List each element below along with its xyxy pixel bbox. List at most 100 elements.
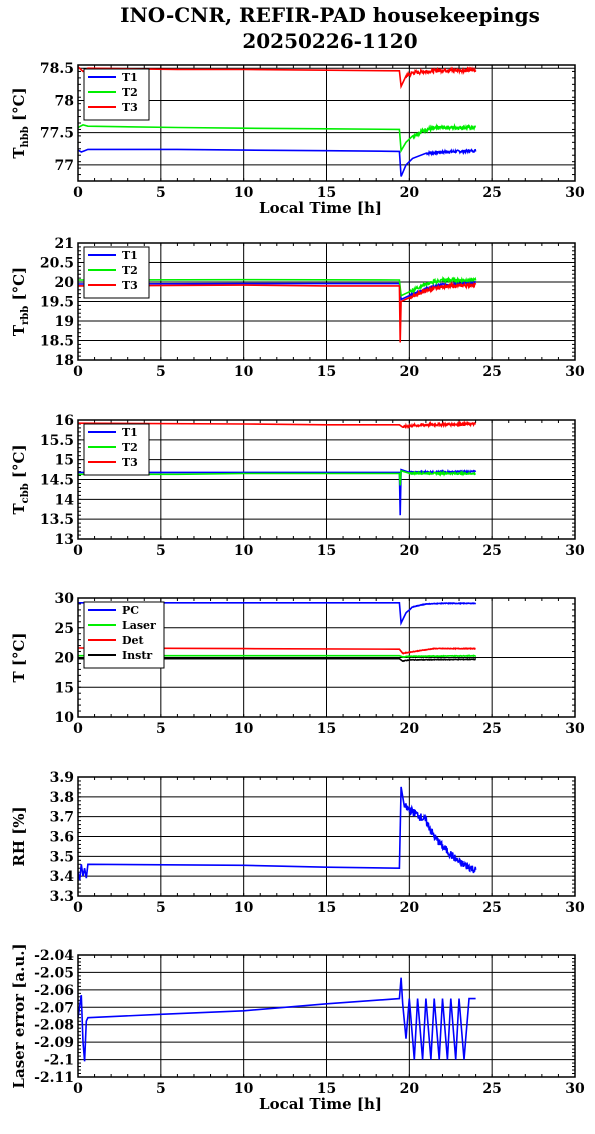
legend-label: T2 <box>122 264 138 277</box>
plot-frame <box>77 597 576 718</box>
x-tick-label: 5 <box>156 1081 166 1097</box>
x-tick-label: 15 <box>317 364 336 380</box>
series-line-t1 <box>78 468 477 516</box>
panel-cbb: 0 5 10 15 20 25 30 13 13.5 14 14.5 15 15.5 16 Tcbb [°C… <box>10 413 585 559</box>
y-tick-label: 18 <box>55 353 74 369</box>
x-tick-label: 0 <box>73 900 83 916</box>
x-tick-label: 30 <box>565 721 585 737</box>
y-axis-label: Laser error [a.u.] <box>10 943 28 1088</box>
x-axis-label: Local Time [h] <box>259 1095 382 1113</box>
chart-title-line1: INO-CNR, REFIR-PAD housekeepings <box>120 3 540 27</box>
y-tick-label: 13.5 <box>40 512 74 528</box>
x-axis-label: Local Time [h] <box>259 199 382 217</box>
y-tick-label: 3.6 <box>50 830 74 846</box>
series-line-t2 <box>78 275 477 297</box>
panel-temps: 0 5 10 15 20 25 30 10 15 20 25 30 T [°C] PC Laser Det In… <box>10 591 585 737</box>
x-tick-label: 5 <box>156 721 166 737</box>
legend-label: T2 <box>122 86 138 99</box>
plot-frame <box>77 776 576 897</box>
legend-label: T3 <box>122 279 138 292</box>
x-tick-label: 5 <box>156 900 166 916</box>
x-tick-label: 0 <box>73 721 83 737</box>
x-tick-label: 10 <box>234 1081 254 1097</box>
series-line-t3 <box>78 281 477 343</box>
y-tick-label: 25 <box>55 621 74 637</box>
y-tick-label: 19.5 <box>40 295 74 311</box>
y-tick-label: 78.5 <box>40 61 74 77</box>
x-tick-label: 15 <box>317 1081 336 1097</box>
x-tick-label: 30 <box>565 185 585 201</box>
x-tick-label: 25 <box>482 185 501 201</box>
legend: T1 T2 T3 <box>83 246 150 299</box>
x-tick-label: 0 <box>73 1081 83 1097</box>
x-tick-label: 0 <box>73 364 83 380</box>
series-line-laser <box>78 654 477 659</box>
x-tick-label: 20 <box>400 364 420 380</box>
legend-label: T1 <box>122 71 138 84</box>
panel-hbb: 0 5 10 15 20 25 30 77 77.5 78 78.5 Local Time [h] Th… <box>10 61 585 217</box>
y-tick-label: 3.9 <box>50 770 74 786</box>
plot-frame <box>77 954 576 1078</box>
panels: 0 5 10 15 20 25 30 77 77.5 78 78.5 Local Time [h] Th… <box>10 61 585 1113</box>
y-tick-label: 15 <box>55 680 74 696</box>
legend-label: T1 <box>122 426 138 439</box>
x-tick-label: 30 <box>565 364 585 380</box>
series-line-t2 <box>78 469 476 486</box>
y-tick-label: -2.09 <box>34 1035 74 1051</box>
y-tick-label: 3.5 <box>50 849 74 865</box>
x-tick-label: 5 <box>156 364 166 380</box>
x-tick-label: 10 <box>234 721 254 737</box>
legend-label: Laser <box>122 619 156 632</box>
x-tick-label: 30 <box>565 1081 585 1097</box>
y-axis-label: Thbb [°C] <box>10 87 31 158</box>
x-tick-label: 0 <box>73 185 83 201</box>
plot-frame <box>77 419 576 540</box>
x-tick-label: 15 <box>317 543 336 559</box>
x-tick-label: 30 <box>565 900 585 916</box>
y-tick-label: 77.5 <box>40 126 74 142</box>
legend: T1 T2 T3 <box>83 68 150 121</box>
x-tick-label: 20 <box>400 185 420 201</box>
legend: T1 T2 T3 <box>83 423 150 476</box>
legend-label: T2 <box>122 441 138 454</box>
y-tick-label: 14 <box>55 492 75 508</box>
panel-rh: 0 5 10 15 20 25 30 3.3 3.4 3.5 3.6 3.7 3.8 3.9 RH [%] <box>10 770 585 916</box>
x-tick-label: 10 <box>234 364 254 380</box>
x-tick-label: 15 <box>317 185 336 201</box>
x-tick-label: 15 <box>317 721 336 737</box>
panel-rbb: 0 5 10 15 20 25 30 18 18.5 19 19.5 20 20.5 21 Trbb [°C… <box>10 236 585 380</box>
x-tick-label: 15 <box>317 900 336 916</box>
y-tick-label: -2.04 <box>34 948 74 964</box>
x-tick-label: 5 <box>156 543 166 559</box>
y-tick-label: 21 <box>55 236 74 252</box>
x-tick-label: 25 <box>482 1081 501 1097</box>
x-tick-label: 5 <box>156 185 166 201</box>
y-tick-label: 3.7 <box>50 810 74 826</box>
panel-laser: 0 5 10 15 20 25 30-2.11-2.1-2.09-2.08-2.07-2.0… <box>10 943 585 1113</box>
y-tick-label: 20 <box>55 275 75 291</box>
y-axis-label: T [°C] <box>10 632 28 682</box>
y-tick-label: 10 <box>55 710 75 726</box>
x-tick-label: 30 <box>565 543 585 559</box>
y-tick-label: -2.07 <box>34 1000 74 1016</box>
y-tick-label: 15 <box>55 453 74 469</box>
x-tick-label: 20 <box>400 721 420 737</box>
series-line-t3 <box>78 66 477 90</box>
legend-label: T3 <box>122 101 138 114</box>
y-tick-label: -2.08 <box>34 1018 74 1034</box>
y-tick-label: -2.05 <box>34 965 74 981</box>
y-axis-label: RH [%] <box>10 806 28 866</box>
y-axis-label: Tcbb [°C] <box>10 444 31 514</box>
y-tick-label: -2.1 <box>44 1053 74 1069</box>
y-tick-label: 14.5 <box>40 473 74 489</box>
legend-box <box>83 601 165 669</box>
x-tick-label: 10 <box>234 543 254 559</box>
y-tick-label: 3.8 <box>50 790 74 806</box>
x-tick-label: 10 <box>234 900 254 916</box>
x-tick-label: 25 <box>482 900 501 916</box>
y-tick-label: 3.4 <box>50 869 75 885</box>
series-line-det <box>78 647 476 655</box>
series-line-main <box>78 977 476 1062</box>
y-tick-label: 16 <box>55 413 74 429</box>
